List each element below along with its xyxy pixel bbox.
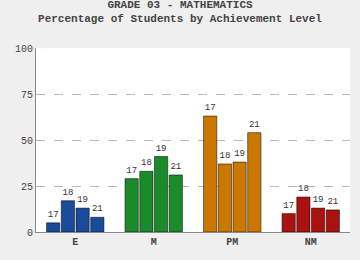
svg-text:18: 18	[141, 158, 152, 168]
svg-text:M: M	[151, 237, 157, 248]
svg-text:21: 21	[327, 197, 338, 207]
svg-text:19: 19	[156, 144, 167, 154]
svg-text:21: 21	[170, 162, 181, 172]
svg-text:17: 17	[283, 201, 294, 211]
svg-text:19: 19	[313, 195, 324, 205]
svg-text:PM: PM	[226, 237, 238, 248]
svg-text:25: 25	[21, 182, 33, 193]
svg-text:17: 17	[48, 210, 59, 220]
svg-text:21: 21	[249, 120, 260, 130]
svg-text:50: 50	[21, 136, 33, 147]
svg-text:NM: NM	[305, 237, 317, 248]
svg-text:100: 100	[15, 44, 33, 55]
svg-text:19: 19	[234, 149, 245, 159]
svg-text:GRADE 03 - MATHEMATICSPercenta: GRADE 03 - MATHEMATICSPercentage of Stud…	[38, 0, 322, 25]
svg-text:18: 18	[298, 184, 309, 194]
svg-text:0: 0	[27, 228, 33, 239]
svg-text:18: 18	[62, 188, 73, 198]
svg-text:18: 18	[219, 151, 230, 161]
svg-text:21: 21	[92, 204, 103, 214]
svg-text:75: 75	[21, 90, 33, 101]
svg-text:19: 19	[77, 195, 88, 205]
svg-text:17: 17	[126, 166, 137, 176]
svg-text:17: 17	[205, 103, 216, 113]
svg-text:E: E	[72, 237, 78, 248]
